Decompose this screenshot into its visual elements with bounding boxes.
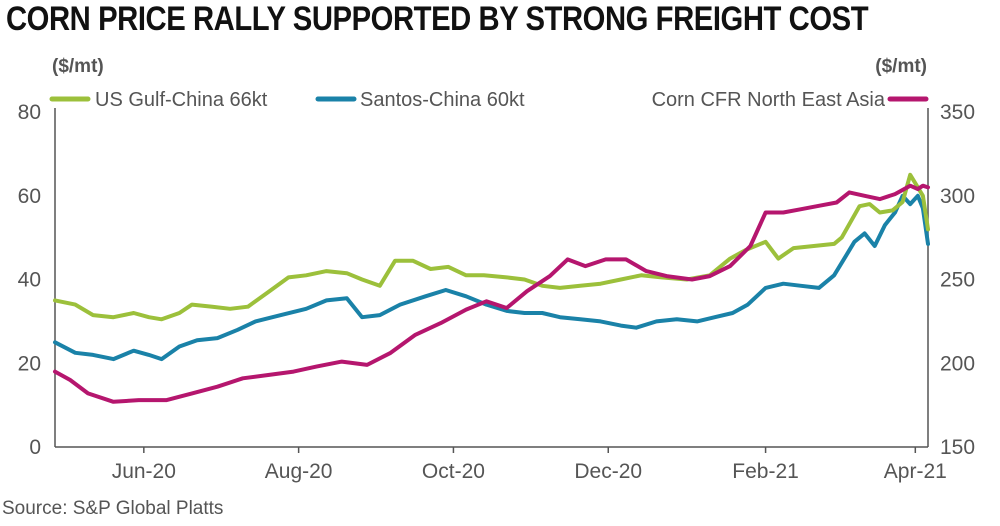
x-tick-label: Aug-20 [265, 460, 333, 483]
legend-label: US Gulf-China 66kt [95, 89, 268, 111]
chart-axes: 0 20 40 60 80 150 200 250 300 350 ($/mt) ($/mt) Jun-… [18, 56, 975, 483]
y-right-unit-label: ($/mt) [875, 56, 927, 77]
y-left-tick-label: 40 [18, 269, 41, 292]
series-line-santos-china-60kt [53, 193, 930, 362]
x-tick-label: Apr-21 [884, 460, 947, 483]
chart-series [53, 172, 930, 404]
y-left-tick-label: 60 [18, 185, 41, 208]
chart-title: CORN PRICE RALLY SUPPORTED BY STRONG FRE… [6, 0, 869, 38]
x-tick-label: Jun-20 [112, 460, 176, 483]
y-right-tick-label: 150 [940, 436, 975, 459]
legend-label: Corn CFR North East Asia [652, 89, 886, 111]
x-tick-label: Dec-20 [574, 460, 642, 483]
y-right-tick-label: 250 [940, 269, 975, 292]
source-note: Source: S&P Global Platts [2, 498, 224, 519]
y-left-tick-label: 80 [18, 101, 41, 124]
y-left-tick-label: 0 [29, 436, 41, 459]
legend-label: Santos-China 60kt [360, 89, 525, 111]
y-right-tick-label: 300 [940, 185, 975, 208]
chart-legend: US Gulf-China 66kt Santos-China 60kt Corn … [49, 89, 929, 111]
series-line-us-gulf-china-66kt [53, 172, 930, 322]
y-left-tick-label: 20 [18, 352, 41, 375]
series-line-corn-cfr-north-east-asia [53, 183, 930, 404]
y-right-tick-label: 200 [940, 352, 975, 375]
y-left-unit-label: ($/mt) [52, 56, 104, 77]
x-tick-label: Feb-21 [732, 460, 799, 483]
x-tick-label: Oct-20 [422, 460, 485, 483]
y-right-tick-label: 350 [940, 101, 975, 124]
